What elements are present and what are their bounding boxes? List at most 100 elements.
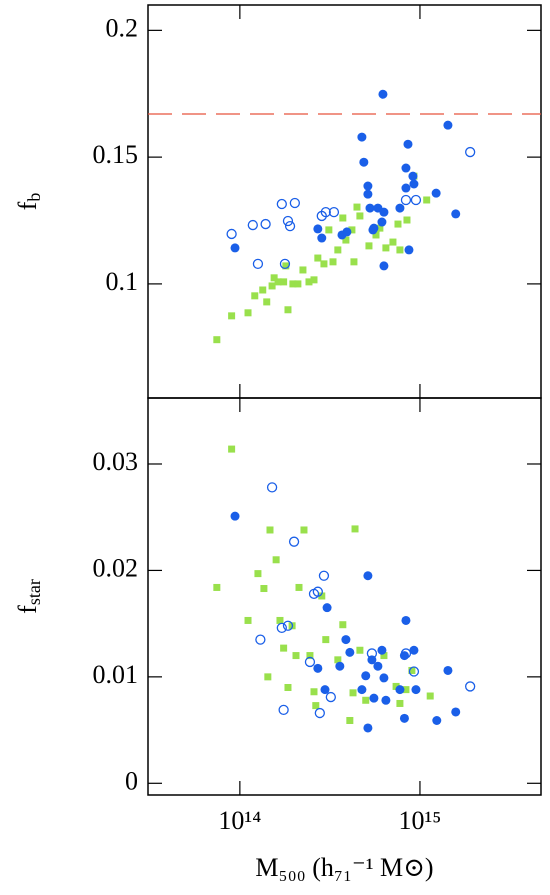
point xyxy=(353,203,361,211)
point xyxy=(274,278,282,286)
point xyxy=(363,181,373,191)
point xyxy=(335,661,345,671)
point xyxy=(363,571,373,581)
point xyxy=(266,526,274,534)
point xyxy=(314,254,322,262)
point xyxy=(378,89,388,99)
y-axis-label-main: f xyxy=(13,201,42,210)
y-axis-label: fstar xyxy=(13,579,44,614)
point xyxy=(379,261,389,271)
point xyxy=(365,203,375,213)
point xyxy=(252,258,264,270)
point xyxy=(465,681,476,692)
point xyxy=(394,220,402,228)
point xyxy=(382,244,390,252)
point xyxy=(304,656,316,668)
point xyxy=(423,196,431,204)
point xyxy=(284,684,292,692)
plot-frame xyxy=(147,4,542,399)
point xyxy=(228,445,236,453)
y-tick-label: 0.01 xyxy=(93,660,139,689)
point xyxy=(395,203,405,213)
point xyxy=(408,171,418,181)
point xyxy=(410,194,422,206)
point xyxy=(259,286,267,294)
point xyxy=(402,686,410,694)
y-axis-label-main: f xyxy=(13,605,42,614)
point xyxy=(280,278,288,286)
point xyxy=(320,260,328,268)
point xyxy=(409,179,419,189)
point xyxy=(365,242,373,250)
point xyxy=(284,220,296,232)
point xyxy=(401,183,411,193)
point xyxy=(395,685,405,695)
point xyxy=(317,233,327,243)
y-tick-label: 0.03 xyxy=(93,447,139,476)
point xyxy=(404,245,414,255)
y-tick-label: 0 xyxy=(125,766,138,795)
point xyxy=(306,652,314,660)
point xyxy=(341,635,351,645)
y-tick-label: 0.15 xyxy=(93,140,139,169)
point xyxy=(294,280,302,288)
y-tick-label: 0.02 xyxy=(93,553,139,582)
point xyxy=(377,217,387,227)
point xyxy=(346,716,354,724)
point xyxy=(368,225,378,235)
point xyxy=(362,696,370,704)
point xyxy=(230,243,240,253)
point xyxy=(300,526,308,534)
point xyxy=(266,482,278,493)
point xyxy=(276,616,284,624)
point xyxy=(451,209,461,219)
point xyxy=(318,592,326,600)
point xyxy=(411,685,421,695)
point xyxy=(282,262,290,270)
point xyxy=(322,603,332,613)
point xyxy=(403,216,411,224)
point xyxy=(366,648,378,659)
point xyxy=(465,146,476,158)
point xyxy=(268,282,276,290)
point xyxy=(356,646,364,654)
point xyxy=(372,231,380,239)
point xyxy=(288,536,300,547)
point xyxy=(342,236,350,244)
point xyxy=(379,673,389,683)
point xyxy=(228,312,236,320)
point xyxy=(431,188,441,198)
point xyxy=(451,707,461,717)
point xyxy=(325,226,333,234)
point xyxy=(270,274,278,282)
x-axis-label: M₅₀₀ (h₇₁⁻¹ M⊙) xyxy=(255,853,433,882)
point xyxy=(409,645,419,655)
x-tick-label: 10¹⁵ xyxy=(399,806,442,835)
point xyxy=(401,163,411,173)
point xyxy=(264,673,272,681)
point xyxy=(295,583,303,591)
point xyxy=(312,586,323,597)
point xyxy=(310,276,318,284)
point xyxy=(325,691,336,703)
point xyxy=(213,583,221,591)
point xyxy=(342,227,352,237)
point xyxy=(381,695,391,705)
point xyxy=(399,713,409,723)
point xyxy=(320,206,331,218)
point xyxy=(280,644,288,652)
point xyxy=(369,693,379,703)
point xyxy=(334,656,342,664)
point xyxy=(403,139,413,149)
point xyxy=(432,715,442,725)
point xyxy=(400,194,412,206)
point xyxy=(328,206,340,218)
point xyxy=(282,215,294,227)
point xyxy=(356,212,364,220)
point xyxy=(310,688,318,696)
point xyxy=(339,214,347,222)
point xyxy=(312,702,320,710)
point xyxy=(230,511,240,521)
point xyxy=(363,189,373,199)
